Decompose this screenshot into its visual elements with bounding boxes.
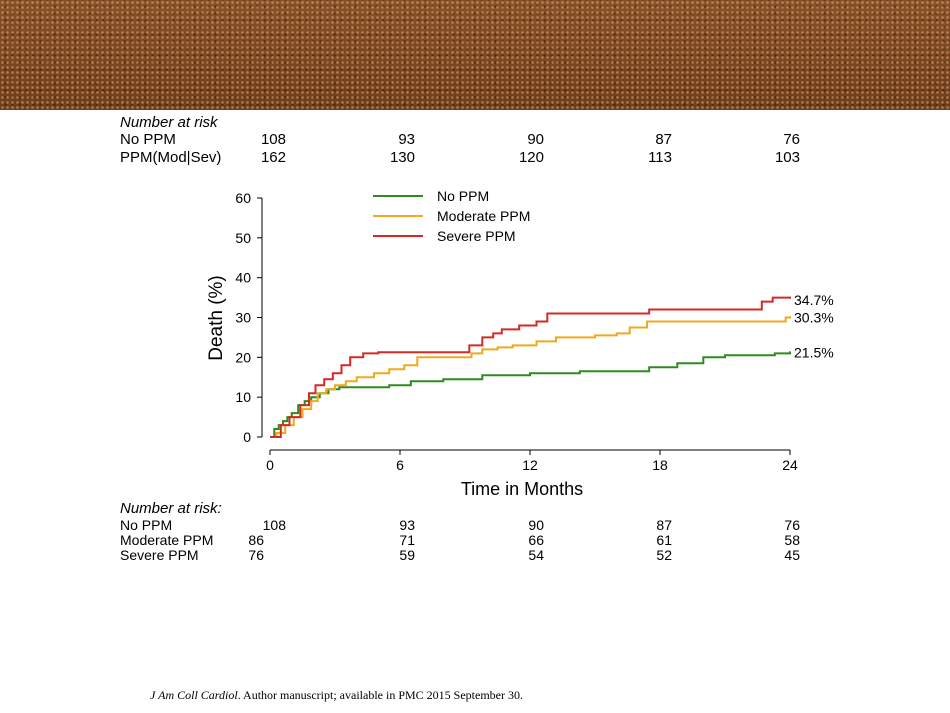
risk-value: 108 [260,131,286,148]
x-tick-label: 18 [652,457,668,473]
risk-value: 52 [656,547,672,563]
legend-label: No PPM [437,188,489,204]
y-tick-label: 60 [235,190,251,206]
citation-footer: J Am Coll Cardiol. Author manuscript; av… [150,689,523,701]
risk-row-label: No PPM [120,131,176,148]
risk-value: 93 [399,517,415,533]
x-tick-label: 12 [522,457,538,473]
risk-value: 87 [656,517,672,533]
risk-value: 108 [262,517,286,533]
risk-value: 162 [260,149,286,166]
decorative-banner [0,0,950,110]
risk-value: 76 [248,547,264,563]
y-axis-label: Death (%) [206,275,227,361]
chart-series: 21.5% 30.3%34.7% [270,292,834,438]
series-end-label: 21.5% [794,344,834,360]
series-end-label: 34.7% [794,292,834,308]
y-tick-label: 0 [243,429,251,445]
risk-value: 76 [784,517,800,533]
series-end-label: 30.3% [794,309,834,325]
chart-axes: 0 10 20 30 40 50 60 0 6 12 18 24 [235,190,798,473]
risk-value: 71 [399,532,415,548]
risk-row-label: Severe PPM [120,547,199,563]
risk-value: 45 [784,547,800,563]
series-line-2 [270,296,791,438]
risk-value: 103 [774,149,800,166]
series-line-0 [270,351,791,438]
risk-value: 76 [783,131,800,148]
risk-value: 93 [398,131,415,148]
bottom-risk-title: Number at risk: [120,500,222,517]
risk-row-label: PPM(Mod|Sev) [120,149,222,166]
y-tick-label: 50 [235,230,251,246]
risk-value: 58 [784,532,800,548]
top-risk-title: Number at risk [120,114,218,131]
y-tick-label: 30 [235,310,251,326]
risk-row-label: No PPM [120,517,173,533]
risk-value: 113 [648,149,672,166]
risk-value: 54 [528,547,544,563]
legend-label: Moderate PPM [437,208,530,224]
y-tick-label: 10 [235,389,251,405]
risk-value: 87 [655,131,672,148]
citation-text: . Author manuscript; available in PMC 20… [237,688,523,702]
risk-value: 59 [399,547,415,563]
risk-value: 61 [656,532,672,548]
legend-label: Severe PPM [437,228,516,244]
risk-value: 120 [518,149,544,166]
chart-legend: No PPM Moderate PPM Severe PPM [373,188,530,244]
series-line-1 [270,316,791,438]
risk-row-label: Moderate PPM [120,532,214,548]
x-tick-label: 0 [266,457,274,473]
risk-value: 90 [528,517,544,533]
risk-value: 86 [248,532,264,548]
x-axis-label: Time in Months [461,479,583,499]
y-tick-label: 40 [235,270,251,286]
x-tick-label: 24 [782,457,798,473]
x-tick-label: 6 [396,457,404,473]
risk-value: 66 [528,532,544,548]
y-tick-label: 20 [235,349,251,365]
risk-value: 90 [527,131,544,148]
risk-value: 130 [389,149,415,166]
journal-name: J Am Coll Cardiol [150,688,238,702]
